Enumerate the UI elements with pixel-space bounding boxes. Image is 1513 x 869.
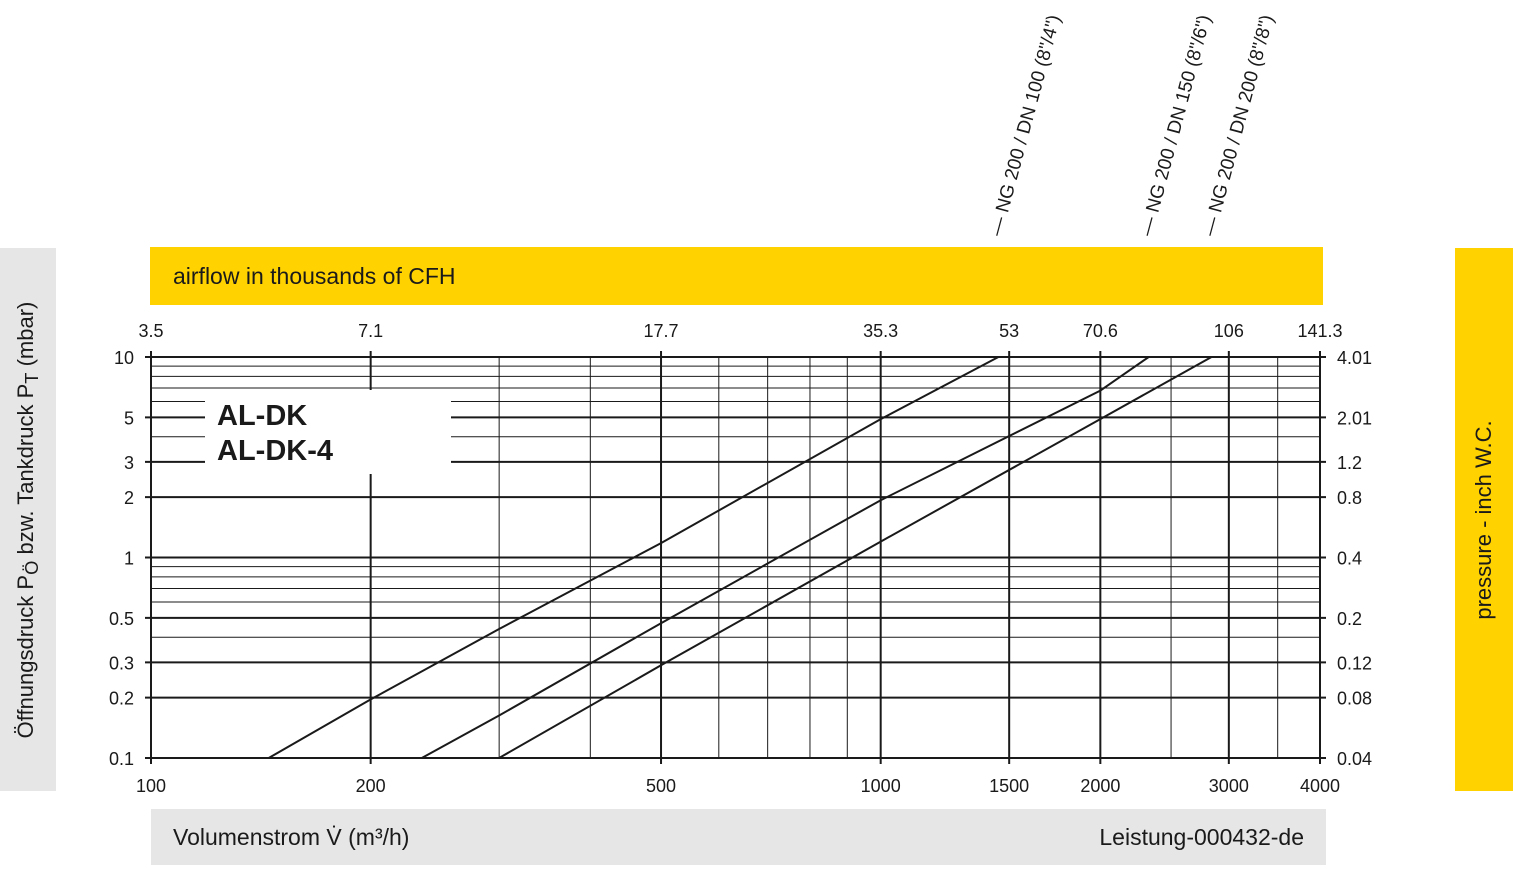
x2-tick-label: 17.7 xyxy=(644,321,679,341)
y2-tick-label: 0.08 xyxy=(1337,689,1372,709)
footer-band: Volumenstrom V̇ (m³/h) Leistung-000432-d… xyxy=(151,809,1326,865)
x-tick-label: 1000 xyxy=(861,776,901,796)
y-tick-label: 10 xyxy=(114,348,134,368)
series-label: — NG 200 / DN 100 (8"/4") xyxy=(986,13,1065,239)
y-tick-label: 0.1 xyxy=(109,749,134,769)
airflow-header-text: airflow in thousands of CFH xyxy=(173,262,456,289)
chart-ticks: 100 200 500 1000 1500 2000 3000 4000 3.5 7.1 17.7 3… xyxy=(109,321,1372,796)
y-tick-label: 0.2 xyxy=(109,689,134,709)
x2-tick-label: 106 xyxy=(1214,321,1244,341)
document-id: Leistung-000432-de xyxy=(1099,823,1304,850)
legend-entry: AL-DK xyxy=(217,400,307,432)
airflow-header-band: airflow in thousands of CFH xyxy=(150,247,1323,305)
series-label-group: — NG 200 / DN 200 (8"/8") xyxy=(1199,13,1278,239)
x-tick-label: 3000 xyxy=(1209,776,1249,796)
x-tick-label: 4000 xyxy=(1300,776,1340,796)
x2-tick-label: 70.6 xyxy=(1083,321,1118,341)
x2-tick-label: 35.3 xyxy=(863,321,898,341)
x2-tick-label: 7.1 xyxy=(358,321,383,341)
x-tick-label: 500 xyxy=(646,776,676,796)
y2-tick-label: 4.01 xyxy=(1337,348,1372,368)
series-label-group: — NG 200 / DN 150 (8"/6") xyxy=(1136,13,1215,239)
x-tick-label: 2000 xyxy=(1080,776,1120,796)
series-label: — NG 200 / DN 200 (8"/8") xyxy=(1199,13,1278,239)
legend-entry: AL-DK-4 xyxy=(217,435,333,467)
y-tick-label: 0.5 xyxy=(109,609,134,629)
chart-series: — NG 200 / DN 100 (8"/4") — NG 200 / DN 1… xyxy=(268,13,1278,759)
x2-tick-label: 53 xyxy=(999,321,1019,341)
series-line xyxy=(421,356,1150,759)
x-tick-label: 1500 xyxy=(989,776,1029,796)
y2-tick-label: 0.2 xyxy=(1337,609,1362,629)
series-label-group: — NG 200 / DN 100 (8"/4") xyxy=(986,13,1065,239)
left-axis-band: Öffnungsdruck PÖ bzw. Tankdruck PT (mbar… xyxy=(0,248,56,791)
series-line xyxy=(498,356,1212,759)
series-label: — NG 200 / DN 150 (8"/6") xyxy=(1136,13,1215,239)
y2-tick-label: 1.2 xyxy=(1337,453,1362,473)
y-tick-label: 0.3 xyxy=(109,653,134,673)
y2-tick-label: 0.8 xyxy=(1337,488,1362,508)
x2-tick-label: 141.3 xyxy=(1297,321,1342,341)
x-tick-label: 200 xyxy=(356,776,386,796)
y2-tick-label: 0.04 xyxy=(1337,749,1372,769)
legend-box xyxy=(205,390,451,474)
y-tick-label: 3 xyxy=(124,453,134,473)
y2-tick-label: 0.12 xyxy=(1337,653,1372,673)
x2-tick-label: 3.5 xyxy=(138,321,163,341)
y-tick-label: 2 xyxy=(124,488,134,508)
y2-tick-label: 2.01 xyxy=(1337,408,1372,428)
y-tick-label: 5 xyxy=(124,408,134,428)
series-line xyxy=(268,356,999,759)
y-tick-label: 1 xyxy=(124,549,134,569)
y2-tick-label: 0.4 xyxy=(1337,549,1362,569)
right-axis-band: pressure - inch W.C. xyxy=(1455,248,1513,791)
x-axis-label: Volumenstrom V̇ (m³/h) xyxy=(173,823,410,850)
x-tick-label: 100 xyxy=(136,776,166,796)
